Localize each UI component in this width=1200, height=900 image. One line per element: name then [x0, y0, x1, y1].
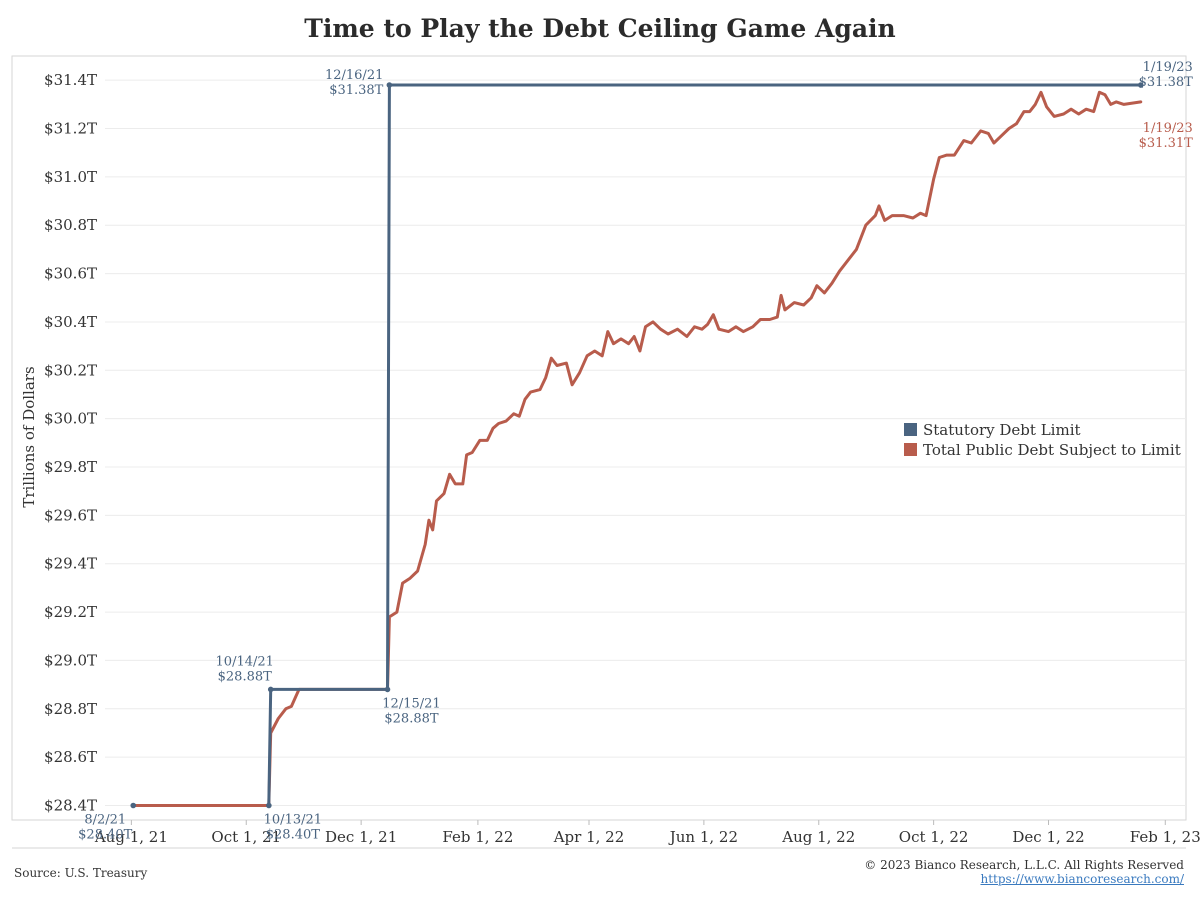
annotation-date: 10/13/21 [264, 812, 322, 827]
annotation-value: $28.88T [218, 669, 272, 684]
y-tick-label: $30.6T [44, 265, 97, 283]
x-tick-label: Aug 1, 22 [781, 828, 855, 846]
y-tick-label: $29.6T [44, 506, 97, 524]
chart-title: Time to Play the Debt Ceiling Game Again [304, 14, 896, 43]
annotation-date: 10/14/21 [216, 654, 274, 669]
annotation-label: 10/13/21 $28.40T [264, 812, 322, 842]
annotation-value: $28.40T [78, 827, 132, 842]
annotation-value: $28.88T [384, 711, 438, 726]
annotation-date: 12/15/21 [382, 696, 440, 711]
x-tick-label: Feb 1, 23 [1130, 828, 1200, 846]
annotation-label: 10/14/21 $28.88T [216, 654, 274, 684]
x-tick-label: Dec 1, 22 [1012, 828, 1084, 846]
x-tick-label: Oct 1, 22 [899, 828, 969, 846]
y-tick-label: $31.0T [44, 168, 97, 186]
x-tick-label: Feb 1, 22 [442, 828, 513, 846]
y-tick-label: $30.8T [44, 216, 97, 234]
annotation-label: 12/16/21 $31.38T [325, 68, 384, 98]
legend-swatch [904, 443, 917, 456]
y-tick-label: $29.0T [44, 651, 97, 669]
legend-swatch [904, 423, 917, 436]
y-tick-label: $29.8T [44, 458, 97, 476]
annotation-date: 1/19/23 [1143, 121, 1193, 136]
annotation-marker [1138, 82, 1144, 88]
annotation-value: $31.38T [1139, 75, 1193, 90]
annotation-value: $31.31T [1139, 136, 1193, 151]
y-tick-label: $30.0T [44, 410, 97, 428]
legend-label: Statutory Debt Limit [923, 421, 1081, 439]
annotation-date: 8/2/21 [84, 812, 126, 827]
y-tick-label: $28.6T [44, 748, 97, 766]
y-tick-label: $28.8T [44, 700, 97, 718]
plot-frame [11, 55, 1187, 821]
annotation-label: 1/19/23 $31.31T [1139, 121, 1193, 151]
x-tick-label: Aug 1, 21 [94, 828, 168, 846]
annotation-marker [384, 686, 391, 693]
total-public-debt-line [131, 90, 1143, 807]
annotation-marker [386, 82, 393, 88]
annotation-marker [266, 802, 272, 809]
x-tick-label: Dec 1, 21 [325, 828, 397, 846]
annotation-label: 1/19/23 $31.38T [1139, 60, 1193, 90]
x-tick-label: Jun 1, 22 [668, 828, 738, 846]
y-tick-label: $31.4T [44, 71, 97, 89]
copyright-text: © 2023 Bianco Research, L.L.C. All Right… [864, 858, 1184, 872]
annotation-value: $28.40T [266, 827, 320, 842]
annotation-value: $31.38T [329, 83, 383, 98]
y-tick-label: $28.4T [44, 796, 97, 814]
y-tick-label: $29.4T [44, 555, 97, 573]
annotation-label: 12/15/21 $28.88T [382, 696, 440, 726]
y-tick-label: $29.2T [44, 603, 97, 621]
x-tick-label: Oct 1, 21 [211, 828, 281, 846]
annotation-date: 12/16/21 [325, 68, 383, 83]
legend-label: Total Public Debt Subject to Limit [923, 441, 1181, 459]
annotation-marker [130, 802, 137, 809]
y-tick-label: $30.4T [44, 313, 97, 331]
y-axis-label: Trillions of Dollars [20, 366, 38, 507]
annotation-date: 1/19/23 [1143, 60, 1193, 75]
annotation-label: 8/2/21 $28.40T [78, 812, 132, 842]
x-tick-label: Apr 1, 22 [553, 828, 625, 846]
footer-credits: © 2023 Bianco Research, L.L.C. All Right… [864, 858, 1184, 886]
source-note: Source: U.S. Treasury [14, 866, 148, 880]
y-tick-label: $30.2T [44, 361, 97, 379]
website-link[interactable]: https://www.biancoresearch.com/ [980, 872, 1184, 886]
annotation-marker [267, 686, 274, 693]
y-tick-label: $31.2T [44, 120, 97, 138]
